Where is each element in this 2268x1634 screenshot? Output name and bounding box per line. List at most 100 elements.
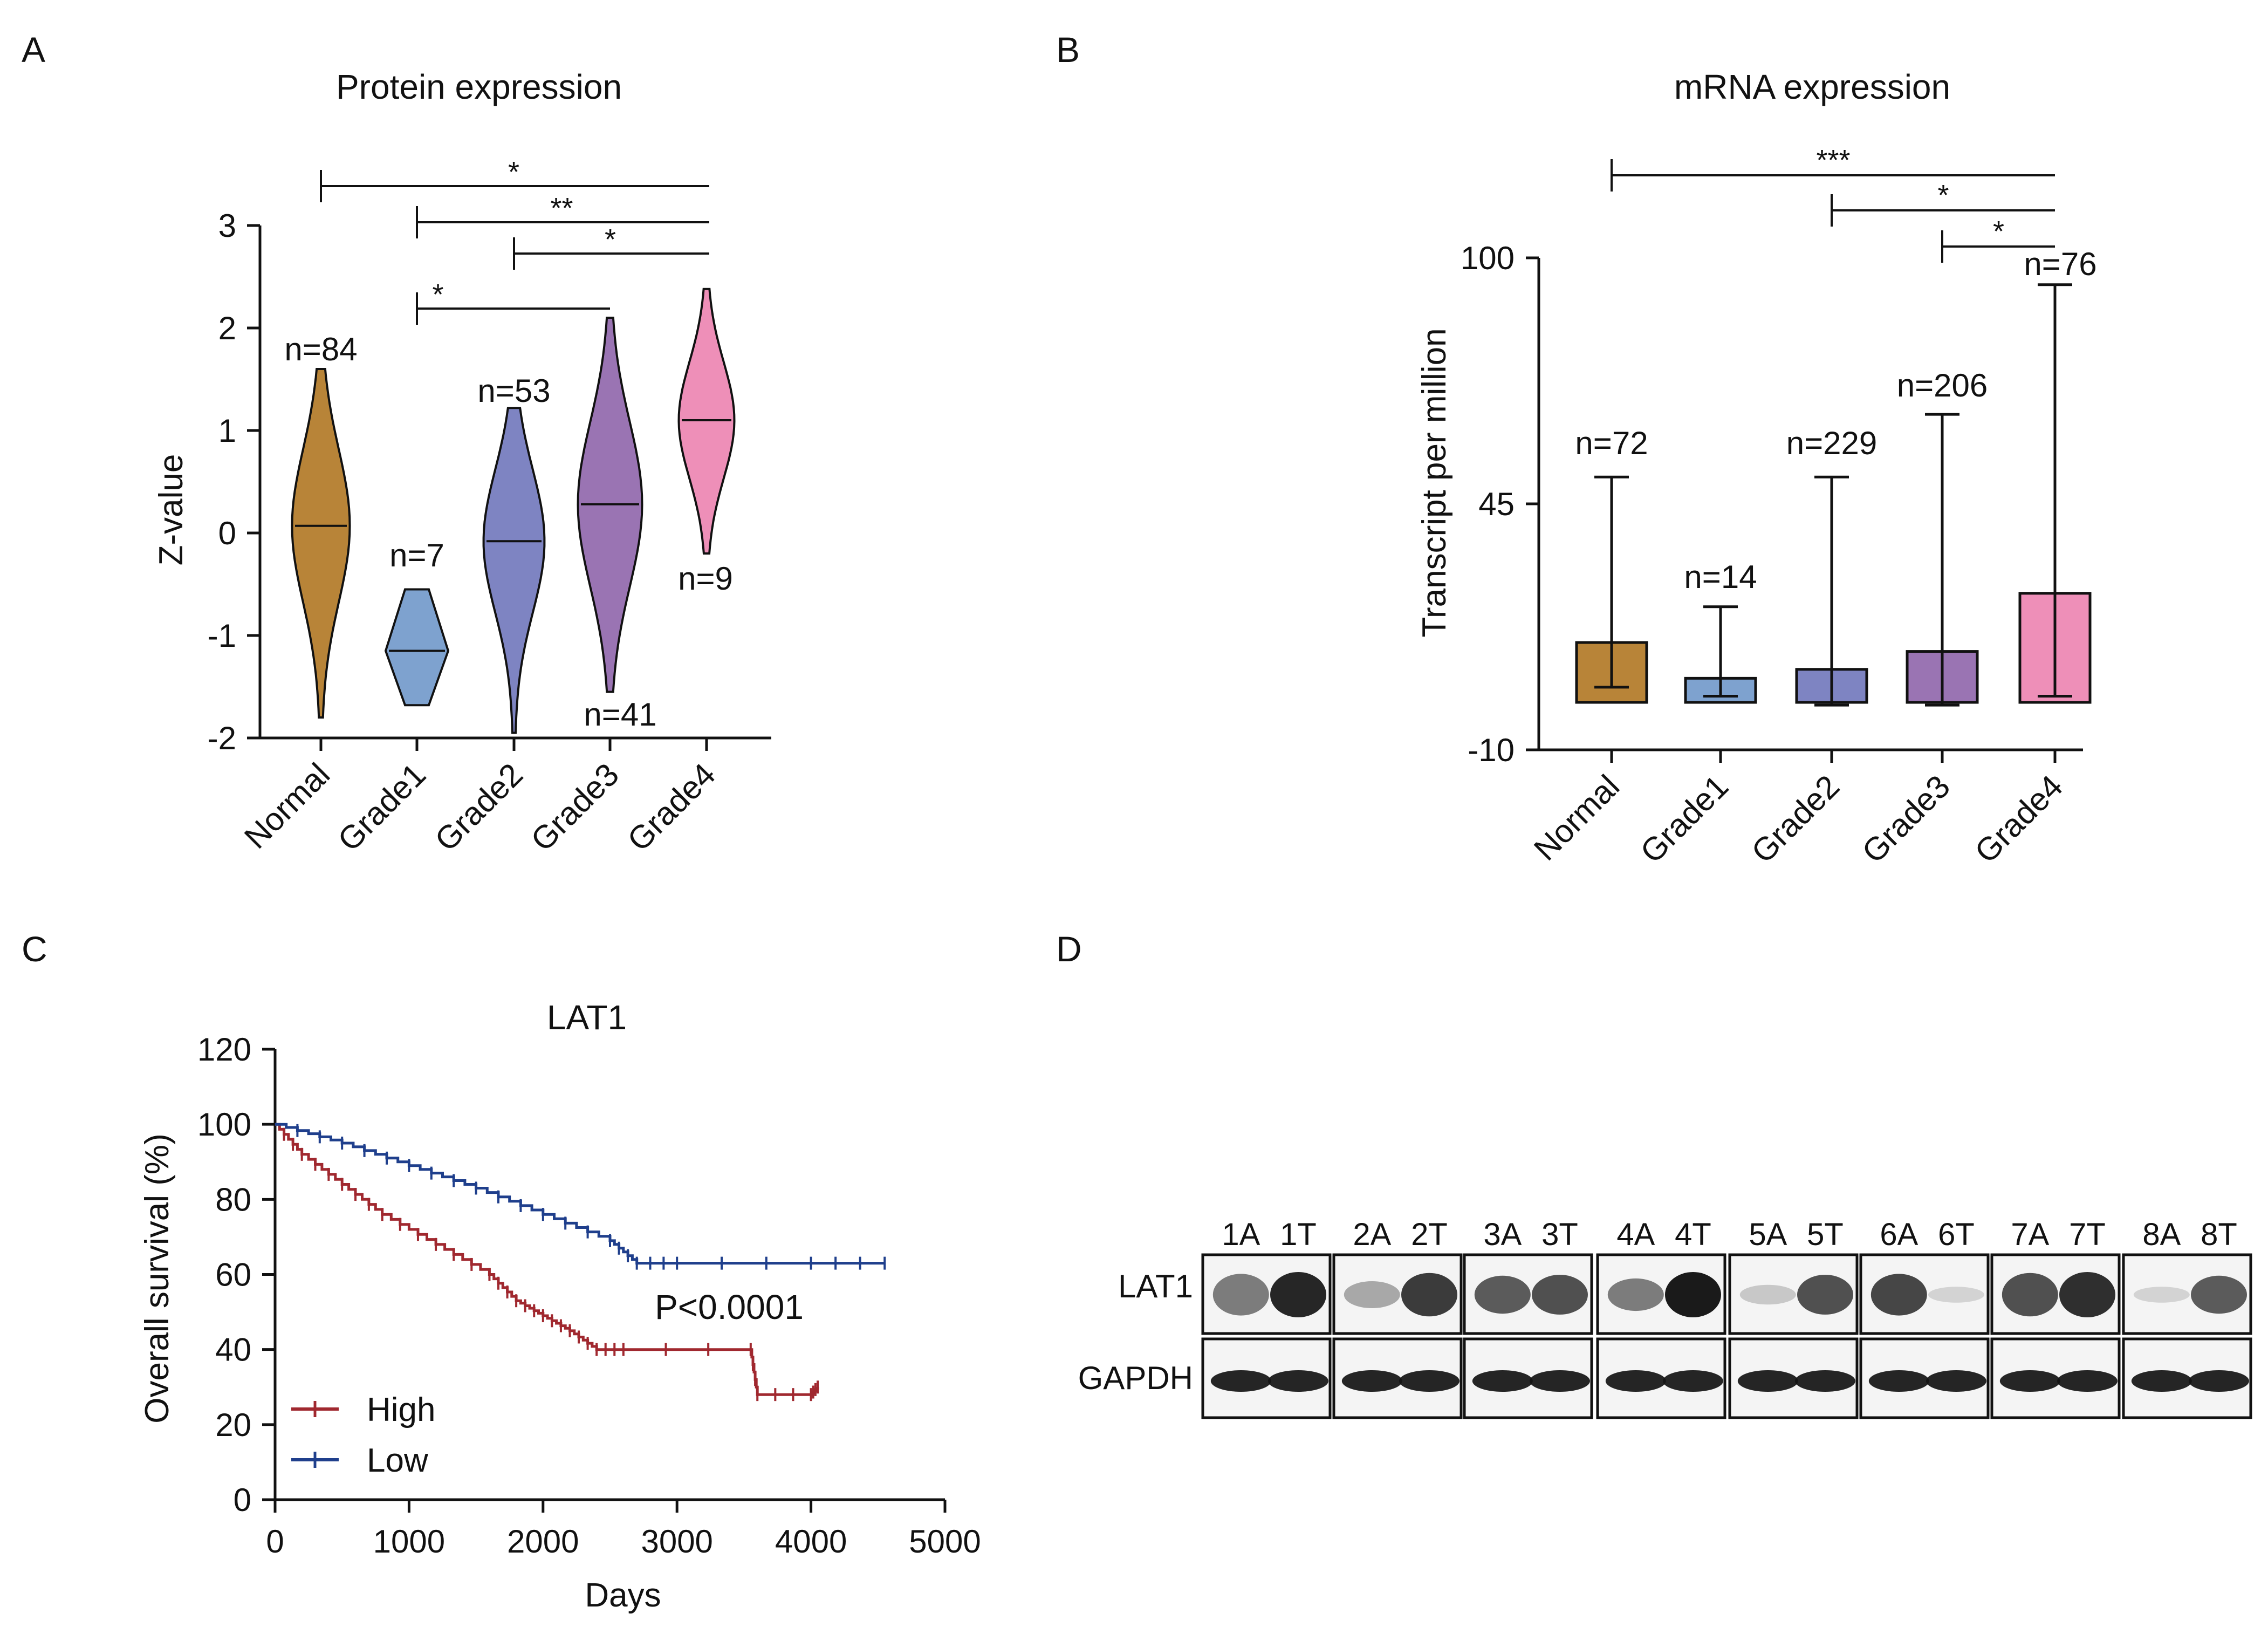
survival-curve-high — [275, 1123, 819, 1396]
n-label: n=206 — [1897, 367, 1988, 404]
lat1-band — [1401, 1273, 1457, 1317]
violin-grade2 — [482, 407, 546, 734]
n-label: n=84 — [284, 331, 357, 367]
significance-bracket — [416, 206, 709, 238]
x-tick-label: Grade1 — [1633, 768, 1735, 870]
gapdh-band — [1737, 1370, 1798, 1392]
lane-label: 5A — [1749, 1217, 1787, 1252]
x-tick-label: 2000 — [507, 1523, 579, 1560]
significance-label: * — [1937, 179, 1949, 211]
lane-label: 8A — [2142, 1217, 2181, 1252]
lat1-band — [1532, 1275, 1588, 1315]
legend-low-label: Low — [367, 1442, 428, 1479]
lat1-band — [2002, 1273, 2058, 1317]
y-tick-label: 60 — [215, 1257, 251, 1293]
lat1-band — [1474, 1275, 1531, 1314]
lat1-band — [1870, 1274, 1927, 1316]
error-bar — [1703, 605, 1738, 698]
y-tick-label: -10 — [1468, 732, 1515, 768]
error-bar — [1814, 475, 1849, 707]
blot-row-label-lat1: LAT1 — [1118, 1268, 1193, 1304]
significance-label: * — [1993, 215, 2004, 248]
lane-label: 3T — [1541, 1217, 1578, 1252]
gapdh-band — [1795, 1370, 1855, 1392]
significance-label: * — [432, 278, 443, 311]
survival-curve-low — [275, 1123, 885, 1265]
lane-label: 4T — [1675, 1217, 1711, 1252]
significance-label: ** — [550, 192, 573, 224]
x-tick-label: 5000 — [909, 1523, 981, 1560]
x-tick-label: Normal — [1527, 768, 1626, 867]
x-tick-label: Grade1 — [331, 756, 433, 858]
significance-bracket — [416, 292, 610, 325]
n-label: n=9 — [678, 560, 733, 597]
y-axis-label: Overall survival (%) — [139, 1133, 176, 1423]
y-tick-label: 20 — [215, 1407, 251, 1443]
y-tick-label: 45 — [1478, 486, 1515, 522]
y-tick-label: 100 — [1461, 240, 1515, 276]
y-tick-label: -1 — [208, 618, 236, 654]
gapdh-band — [2189, 1370, 2249, 1392]
x-tick-label: Grade4 — [1968, 768, 2070, 870]
x-tick-label: 1000 — [373, 1523, 445, 1560]
legend: High Low — [291, 1391, 436, 1479]
panel-d: D LAT1 GAPDH 1A 1T 2A 2T 3A 3T 4A 4T 5A 5T 6A 6T 7A 7… — [1056, 929, 2252, 1419]
lat1-band — [1739, 1284, 1796, 1305]
lat1-band — [1270, 1272, 1326, 1317]
lane-label: 2A — [1353, 1217, 1391, 1252]
gapdh-band — [1663, 1370, 1723, 1392]
x-tick-label: Grade2 — [1744, 768, 1846, 870]
y-tick-label: 2 — [218, 310, 236, 346]
lat1-band — [1344, 1281, 1400, 1308]
lat1-band — [2191, 1275, 2247, 1314]
gapdh-band — [1399, 1370, 1460, 1392]
panel-a: A Protein expression Z-value 3 2 1 0 -1 -2 No… — [22, 30, 771, 858]
gapdh-band — [1530, 1370, 1590, 1392]
n-label: n=7 — [389, 537, 444, 573]
panel-letter-b: B — [1056, 30, 1080, 70]
lane-label: 7T — [2069, 1217, 2106, 1252]
panel-c: C LAT1 Overall survival (%) Days 120 100 8… — [22, 929, 981, 1614]
error-bar — [1594, 475, 1629, 689]
x-tick-label: Grade2 — [428, 756, 530, 858]
x-tick-label: 4000 — [775, 1523, 847, 1560]
significance-label: * — [508, 156, 519, 188]
y-axis-label: Z-value — [153, 454, 190, 566]
x-tick-label: 0 — [266, 1523, 284, 1560]
panel-b: B mRNA expression Transcript per million… — [1056, 30, 2097, 870]
lat1-band — [1212, 1274, 1269, 1316]
blot-panel-lat1 — [1332, 1253, 1463, 1335]
lat1-band — [2133, 1287, 2190, 1303]
x-tick-label: Grade3 — [524, 756, 626, 858]
gapdh-band — [2057, 1370, 2118, 1392]
gapdh-band — [1268, 1370, 1328, 1392]
n-label: n=14 — [1684, 559, 1757, 595]
gapdh-band — [1999, 1370, 2060, 1392]
y-tick-label: 3 — [218, 208, 236, 244]
significance-bracket — [1611, 159, 2055, 192]
lane-label: 3A — [1483, 1217, 1522, 1252]
lane-label: 6A — [1880, 1217, 1918, 1252]
panel-letter-d: D — [1056, 929, 1082, 969]
x-tick-label: Normal — [237, 756, 337, 856]
gapdh-band — [2131, 1370, 2192, 1392]
n-label: n=229 — [1786, 425, 1878, 461]
gapdh-band — [1605, 1370, 1666, 1392]
p-value-annotation: P<0.0001 — [655, 1288, 804, 1327]
n-label: n=41 — [584, 696, 656, 733]
y-axis-label: Transcript per million — [1416, 328, 1453, 637]
gapdh-band — [1868, 1370, 1929, 1392]
lat1-band — [1607, 1278, 1664, 1311]
y-tick-label: -2 — [208, 720, 236, 756]
lane-label: 2T — [1411, 1217, 1448, 1252]
y-tick-label: 100 — [197, 1106, 251, 1143]
lat1-band — [1928, 1287, 1984, 1303]
chart-title: mRNA expression — [1674, 67, 1950, 106]
lane-label: 4A — [1616, 1217, 1655, 1252]
panel-letter-a: A — [22, 30, 45, 70]
gapdh-band — [1926, 1370, 1986, 1392]
y-tick-label: 80 — [215, 1181, 251, 1218]
lane-label: 1T — [1280, 1217, 1317, 1252]
y-tick-label: 40 — [215, 1332, 251, 1368]
